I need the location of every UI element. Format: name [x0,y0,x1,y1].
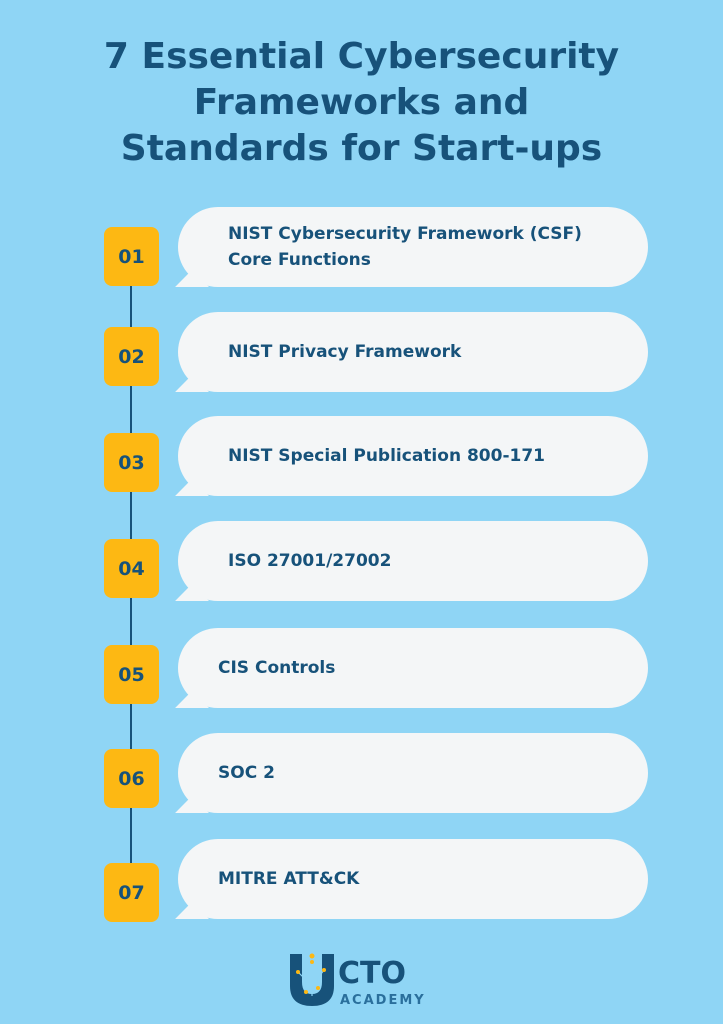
framework-name-line: ISO 27001/27002 [228,551,392,571]
speech-bubble-tail [175,692,215,708]
framework-name-line: NIST Special Publication 800-171 [228,446,545,466]
speech-bubble: NIST Privacy Framework [178,312,648,392]
speech-bubble-tail [175,376,215,392]
framework-name-line: NIST Privacy Framework [228,342,462,362]
speech-bubble: CIS Controls [178,628,648,708]
speech-bubble: MITRE ATT&CK [178,839,648,919]
title-line: Frameworks and [193,82,530,123]
framework-name: MITRE ATT&CK [218,839,628,919]
page-title: 7 Essential Cybersecurity Frameworks and… [0,34,723,172]
framework-name-line: NIST Cybersecurity Framework (CSF) [228,224,582,244]
framework-name-line: Core Functions [228,250,371,270]
speech-bubble-tail [175,903,215,919]
item-number-badge: 07 [104,863,159,922]
framework-name-line: SOC 2 [218,763,275,783]
speech-bubble-tail [175,271,215,287]
svg-text:ACADEMY: ACADEMY [340,993,426,1008]
framework-name: SOC 2 [218,733,628,813]
title-line: 7 Essential Cybersecurity [103,36,620,77]
item-number-badge: 02 [104,327,159,386]
framework-name: NIST Cybersecurity Framework (CSF) Core F… [228,207,628,287]
speech-bubble: SOC 2 [178,733,648,813]
speech-bubble-tail [175,585,215,601]
title-line: Standards for Start-ups [120,128,603,169]
speech-bubble: ISO 27001/27002 [178,521,648,601]
cto-academy-logo: CTO ACADEMY [288,952,438,1016]
speech-bubble: NIST Special Publication 800-171 [178,416,648,496]
speech-bubble: NIST Cybersecurity Framework (CSF) Core F… [178,207,648,287]
item-number-badge: 03 [104,433,159,492]
item-number-badge: 04 [104,539,159,598]
framework-name: ISO 27001/27002 [228,521,628,601]
framework-name-line: MITRE ATT&CK [218,869,360,889]
item-number-badge: 05 [104,645,159,704]
framework-name: CIS Controls [218,628,628,708]
framework-name: NIST Special Publication 800-171 [228,416,628,496]
item-number-badge: 06 [104,749,159,808]
speech-bubble-tail [175,480,215,496]
svg-text:CTO: CTO [338,956,406,991]
item-number-badge: 01 [104,227,159,286]
framework-name-line: CIS Controls [218,658,336,678]
framework-name: NIST Privacy Framework [228,312,628,392]
speech-bubble-tail [175,797,215,813]
